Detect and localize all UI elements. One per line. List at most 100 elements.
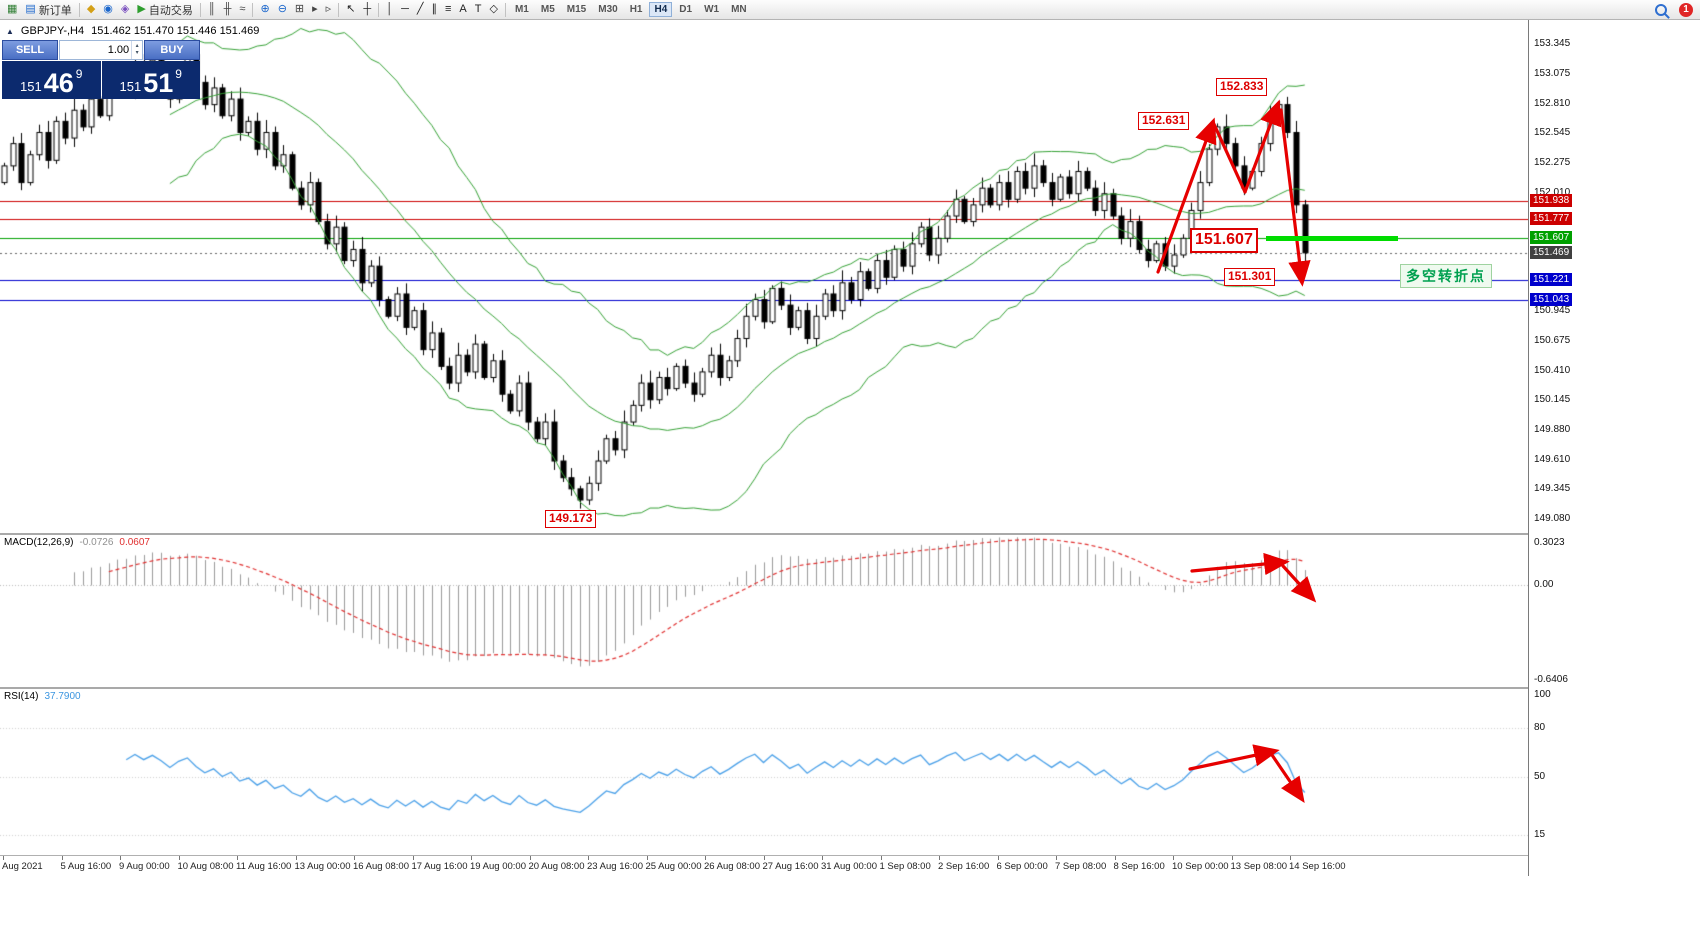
price-axis-label: 149.880: [1534, 423, 1571, 435]
sell-button[interactable]: SELL: [2, 40, 58, 60]
timeframe-h1[interactable]: H1: [629, 4, 643, 15]
time-axis-tick: [529, 856, 531, 860]
rsi-axis-label: 15: [1534, 828, 1546, 840]
horizontal-line-icon[interactable]: ─: [397, 1, 413, 19]
new-order-button[interactable]: ▤ 新订单: [21, 1, 75, 19]
zoom-in-icon[interactable]: ⊕: [256, 1, 273, 19]
one-click-collapse-icon[interactable]: ▲: [6, 26, 14, 36]
time-axis-label: 10 Sep 00:00: [1172, 861, 1229, 872]
tile-windows-icon[interactable]: ⊞: [291, 1, 308, 19]
cursor-icon: ↖: [346, 3, 356, 15]
time-axis-label: 20 Aug 08:00: [528, 861, 585, 872]
macd-canvas[interactable]: [0, 535, 1528, 687]
time-axis-tick: [1114, 856, 1116, 860]
rsi-canvas[interactable]: [0, 689, 1528, 855]
buy-price-panel[interactable]: 151 51 9: [101, 61, 200, 99]
shapes-icon[interactable]: ◇: [486, 1, 502, 19]
support-line[interactable]: [1266, 235, 1398, 241]
notification-badge[interactable]: 1: [1679, 2, 1693, 17]
label-icon[interactable]: T: [471, 1, 486, 19]
annotation-note[interactable]: 多空转折点: [1400, 264, 1492, 288]
toolbar-separator: [199, 2, 201, 17]
toolbar-separator: [378, 2, 380, 17]
market-watch-icon[interactable]: ◆: [83, 1, 99, 19]
time-axis[interactable]: Aug 2021 5 Aug 16:00 9 Aug 00:00 10 Aug 08:…: [0, 855, 1528, 877]
panel-divider[interactable]: [0, 687, 1700, 689]
timeframe-m5[interactable]: M5: [540, 4, 555, 15]
symbol-label: GBPJPY-,H4: [20, 25, 85, 37]
time-axis-tick: [939, 856, 940, 860]
time-axis-tick: [705, 856, 706, 860]
channel-icon[interactable]: ∥: [428, 1, 442, 19]
time-axis-label: 1 Sep 08:00: [879, 861, 931, 872]
cursor-icon[interactable]: ↖: [342, 1, 359, 19]
annotation-price-label[interactable]: 149.173: [545, 510, 597, 528]
crosshair-icon: ┼: [363, 3, 372, 15]
volume-down-icon[interactable]: ▾: [135, 50, 139, 56]
line-chart-icon: ≈: [239, 3, 246, 15]
macd-signal-value: 0.0607: [119, 537, 150, 548]
chart-shift-icon[interactable]: ▹: [322, 1, 336, 19]
price-axis-label: 149.080: [1534, 512, 1571, 524]
auto-trading-button-icon: ▶: [137, 3, 146, 15]
timeframe-w1[interactable]: W1: [704, 4, 720, 15]
chart-shift-icon: ▹: [325, 3, 332, 15]
time-axis-tick: [997, 856, 999, 860]
timeframe-h4[interactable]: H4: [649, 2, 673, 17]
data-window-icon[interactable]: ◉: [99, 1, 117, 19]
auto-trading-button-label: 自动交易: [148, 4, 193, 17]
volume-up-icon[interactable]: ▴: [135, 43, 139, 49]
sell-price-panel[interactable]: 151 46 9: [2, 61, 101, 99]
annotation-price-label[interactable]: 151.301: [1224, 268, 1276, 286]
vertical-line-icon: │: [386, 3, 394, 15]
panel-divider[interactable]: [0, 533, 1700, 535]
ask-integer: 151: [119, 79, 142, 94]
macd-label: MACD(12,26,9) -0.0726 0.0607: [4, 537, 150, 548]
price-axis-tag: 151.607: [1530, 230, 1573, 244]
trendline-icon[interactable]: ╱: [413, 1, 428, 19]
annotation-price-label[interactable]: 151.607: [1190, 228, 1258, 253]
price-axis[interactable]: 153.345 153.075 152.810 152.545 152.275 152.0…: [1528, 20, 1700, 876]
fibonacci-icon[interactable]: ≡: [441, 1, 455, 19]
ohlc-label: 151.462 151.470 151.446 151.469: [91, 25, 260, 37]
data-window-icon: ◉: [103, 3, 113, 15]
timeframe-d1[interactable]: D1: [679, 4, 693, 15]
zoom-in-icon: ⊕: [260, 3, 270, 15]
time-axis-tick: [3, 856, 4, 860]
crosshair-icon[interactable]: ┼: [359, 1, 375, 19]
toolbar: ▦ ▤ 新订单 ◆ ◉ ◈ ▶ 自动交易 ║ ╫ ≈ ⊕ ⊖ ⊞ ▸ ▹ ↖ ┼ │ ─ ╱ ∥ ≡ A T ◇ M1 M5 M15 M3…: [0, 0, 1700, 20]
zoom-out-icon[interactable]: ⊖: [274, 1, 291, 19]
price-axis-label: 152.010: [1534, 186, 1571, 198]
vertical-line-icon[interactable]: │: [382, 1, 397, 19]
timeframe-m1[interactable]: M1: [514, 4, 529, 15]
new-chart-icon[interactable]: ▦: [3, 1, 21, 19]
annotation-price-label[interactable]: 152.833: [1216, 78, 1268, 96]
macd-axis-label: -0.6406: [1534, 674, 1568, 685]
price-axis-label: 152.275: [1534, 157, 1571, 169]
price-axis-label: 150.945: [1534, 305, 1571, 317]
line-chart-icon[interactable]: ≈: [235, 1, 249, 19]
time-axis-label: 10 Aug 08:00: [177, 861, 234, 872]
time-axis-label: Aug 2021: [2, 861, 43, 872]
bars-chart-icon[interactable]: ║: [204, 1, 220, 19]
auto-trading-button[interactable]: ▶ 自动交易: [133, 1, 196, 19]
auto-scroll-icon[interactable]: ▸: [308, 1, 322, 19]
price-axis-tag: 151.469: [1530, 245, 1573, 259]
annotation-price-label[interactable]: 152.631: [1138, 112, 1190, 130]
buy-button[interactable]: BUY: [144, 40, 200, 60]
text-icon[interactable]: A: [455, 1, 470, 19]
timeframe-m30[interactable]: M30: [598, 4, 618, 15]
volume-input[interactable]: [60, 41, 132, 59]
macd-axis-label: 0.00: [1534, 579, 1554, 591]
candlestick-chart-icon[interactable]: ╫: [220, 1, 236, 19]
volume-field[interactable]: ▴ ▾: [59, 40, 143, 60]
search-icon[interactable]: [1655, 3, 1667, 16]
timeframe-mn[interactable]: MN: [731, 4, 747, 15]
macd-main-value: -0.0726: [79, 537, 114, 548]
price-chart-canvas[interactable]: [0, 20, 1528, 533]
navigator-icon[interactable]: ◈: [117, 1, 133, 19]
timeframe-m15[interactable]: M15: [566, 4, 587, 15]
chart-window: ▲ GBPJPY-,H4 151.462 151.470 151.446 151…: [0, 20, 1700, 941]
time-axis-label: 9 Aug 00:00: [119, 861, 170, 872]
time-axis-label: 5 Aug 16:00: [60, 861, 112, 872]
